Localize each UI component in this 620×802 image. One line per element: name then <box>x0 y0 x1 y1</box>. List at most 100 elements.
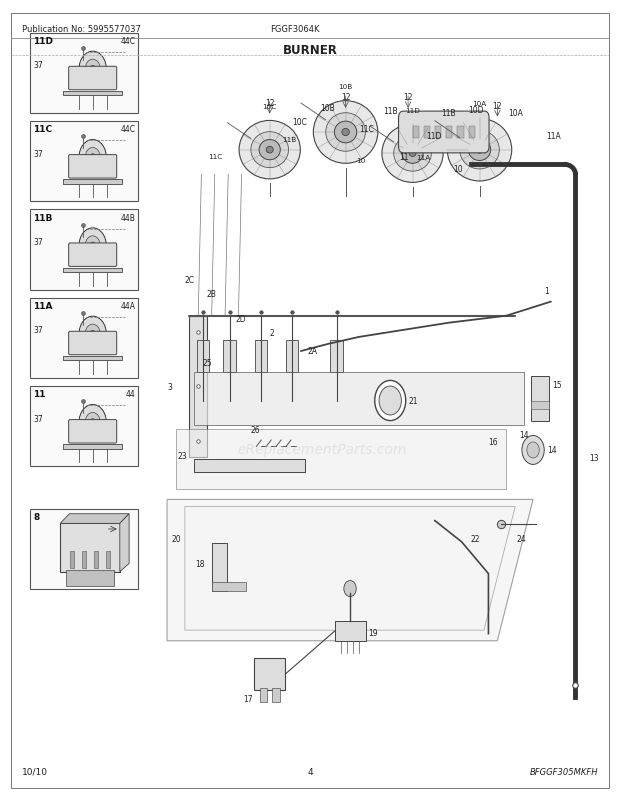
Text: 21: 21 <box>409 396 419 406</box>
Text: 13: 13 <box>589 453 598 462</box>
Text: eReplacementParts.com: eReplacementParts.com <box>237 442 407 456</box>
Bar <box>30 210 138 290</box>
Circle shape <box>79 52 107 87</box>
Text: 44: 44 <box>126 390 136 399</box>
Bar <box>531 401 549 409</box>
Bar <box>30 509 138 589</box>
Text: 10A: 10A <box>508 108 523 118</box>
Polygon shape <box>185 507 515 630</box>
Bar <box>189 316 207 457</box>
Circle shape <box>85 237 100 256</box>
Bar <box>469 127 475 140</box>
Circle shape <box>79 317 107 352</box>
Text: FGGF3064K: FGGF3064K <box>270 25 319 34</box>
Bar <box>30 34 138 114</box>
Text: 10B: 10B <box>339 83 353 90</box>
Text: BURNER: BURNER <box>283 44 337 57</box>
Bar <box>211 582 246 592</box>
Polygon shape <box>120 514 129 572</box>
Text: 44B: 44B <box>121 213 136 222</box>
Text: 11D: 11D <box>426 132 441 141</box>
Text: 26: 26 <box>250 426 260 435</box>
Bar <box>424 127 430 140</box>
Text: 11B: 11B <box>383 107 397 116</box>
Bar <box>60 524 120 572</box>
Text: 37: 37 <box>33 237 43 247</box>
Text: 17: 17 <box>242 694 252 703</box>
Circle shape <box>374 381 405 421</box>
Bar <box>260 688 267 703</box>
Text: 37: 37 <box>33 326 43 335</box>
Text: 10A: 10A <box>472 101 487 107</box>
Ellipse shape <box>239 121 300 180</box>
Text: 10B: 10B <box>321 103 335 112</box>
Text: 2D: 2D <box>236 314 246 323</box>
FancyBboxPatch shape <box>69 67 117 91</box>
Text: 37: 37 <box>33 149 43 159</box>
Circle shape <box>379 387 401 415</box>
Circle shape <box>79 140 107 176</box>
FancyBboxPatch shape <box>69 420 117 444</box>
Bar <box>272 688 280 703</box>
Text: 2C: 2C <box>184 276 194 285</box>
Text: 11D: 11D <box>33 37 53 46</box>
FancyBboxPatch shape <box>69 156 117 179</box>
Bar <box>106 551 110 568</box>
Text: 16: 16 <box>488 438 498 447</box>
Bar <box>458 127 464 140</box>
Text: 10: 10 <box>356 158 365 164</box>
Circle shape <box>90 67 95 73</box>
Bar <box>531 377 549 421</box>
Text: 44A: 44A <box>121 302 136 310</box>
Text: 11B: 11B <box>281 137 296 143</box>
Ellipse shape <box>468 140 490 161</box>
Circle shape <box>85 148 100 168</box>
Text: 11B: 11B <box>33 213 53 222</box>
Circle shape <box>90 419 95 426</box>
Bar <box>30 122 138 202</box>
Bar <box>335 621 366 641</box>
Ellipse shape <box>409 151 416 157</box>
Text: 8: 8 <box>33 512 40 521</box>
Text: BFGGF305MKFH: BFGGF305MKFH <box>530 767 598 776</box>
Bar <box>197 341 209 373</box>
Bar <box>82 551 86 568</box>
Text: 11B: 11B <box>441 108 456 118</box>
Text: 12: 12 <box>265 99 275 107</box>
Bar <box>330 341 343 373</box>
Text: 11C: 11C <box>33 125 53 134</box>
Ellipse shape <box>342 129 349 136</box>
Text: 10D: 10D <box>469 106 484 115</box>
Text: 2B: 2B <box>206 290 216 298</box>
Text: 4: 4 <box>307 767 313 776</box>
Bar <box>435 127 441 140</box>
Bar <box>70 551 74 568</box>
Text: 25: 25 <box>203 358 213 367</box>
Ellipse shape <box>326 114 365 152</box>
Text: 19: 19 <box>369 629 378 638</box>
Text: 44C: 44C <box>121 125 136 134</box>
Circle shape <box>85 60 100 79</box>
Text: 18: 18 <box>195 559 204 568</box>
Ellipse shape <box>394 136 432 172</box>
Circle shape <box>527 443 539 459</box>
Bar <box>63 180 122 184</box>
Circle shape <box>90 155 95 161</box>
Text: Publication No: 5995577037: Publication No: 5995577037 <box>22 25 141 34</box>
Text: 1: 1 <box>544 287 549 296</box>
Text: 24: 24 <box>517 534 526 543</box>
Text: 11D: 11D <box>405 107 420 114</box>
Ellipse shape <box>334 122 356 144</box>
Text: 20: 20 <box>172 534 181 543</box>
Ellipse shape <box>251 132 288 168</box>
Bar <box>63 356 122 361</box>
Bar <box>30 387 138 467</box>
Bar <box>254 658 285 691</box>
Text: 11: 11 <box>399 153 409 162</box>
FancyBboxPatch shape <box>399 112 489 154</box>
Bar <box>223 341 236 373</box>
Text: 37: 37 <box>33 61 43 71</box>
Circle shape <box>90 243 95 249</box>
Text: 44C: 44C <box>121 37 136 46</box>
Ellipse shape <box>313 102 378 164</box>
